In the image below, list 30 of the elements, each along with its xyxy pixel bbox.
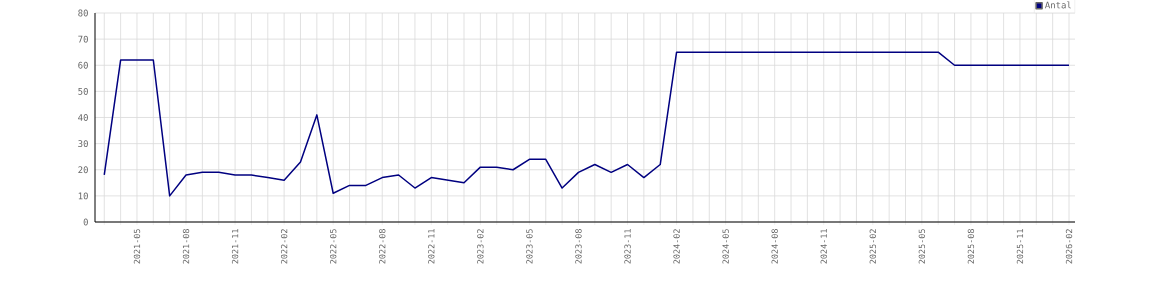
x-tick-label: 2025-11 [1016,229,1024,264]
x-tick-label: 2023-02 [477,229,484,264]
x-tick-label: 2024-11 [820,229,827,264]
x-tick-label: 2022-05 [329,229,337,264]
x-tick-label: 2023-11 [624,229,631,264]
x-tick-label: 2021-08 [182,229,190,264]
y-tick-label: 0 [83,218,88,226]
x-tick-label: 2023-08 [575,229,582,264]
x-tick-label: 2023-05 [526,229,533,264]
y-tick-label: 70 [78,35,88,43]
x-tick-label: 2026-02 [1065,229,1073,264]
x-tick-label: 2021-05 [133,229,141,264]
x-tick-label: 2025-02 [869,229,876,264]
x-tick-label: 2022-08 [379,229,386,264]
y-tick-label: 80 [78,9,88,17]
legend-label: Antal [1044,1,1071,9]
y-tick-label: 20 [78,166,88,174]
x-tick-label: 2021-11 [231,229,239,264]
x-tick-label: 2024-08 [771,229,778,264]
y-tick-label: 30 [78,140,88,148]
x-tick-label: 2024-02 [673,229,680,264]
y-tick-label: 40 [78,114,88,121]
y-tick-label: 50 [78,87,88,95]
x-tick-label: 2025-05 [918,229,926,264]
x-tick-label: 2022-11 [428,229,435,264]
y-tick-label: 10 [78,192,88,200]
x-tick-label: 2022-02 [280,229,288,264]
y-tick-label: 60 [78,61,88,69]
x-tick-label: 2024-05 [722,229,729,264]
x-tick-label: 2025-08 [967,229,975,264]
